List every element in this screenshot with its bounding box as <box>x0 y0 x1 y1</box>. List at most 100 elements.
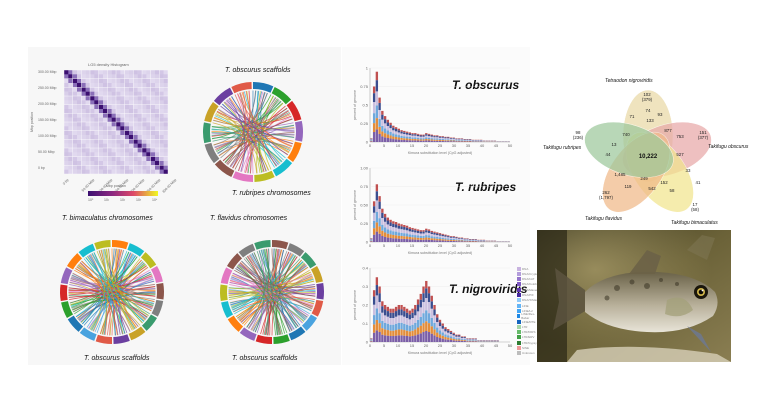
bar-segment <box>469 340 472 342</box>
bar-segment <box>405 308 409 313</box>
hic-cell <box>77 100 82 105</box>
hic-cell <box>98 96 104 101</box>
bar-segment <box>378 226 381 234</box>
hic-cell <box>159 130 164 136</box>
hic-cell <box>94 122 99 127</box>
hic-cell <box>94 91 99 97</box>
hic-cell <box>81 70 86 75</box>
y-axis-label: percent of genome <box>353 90 357 120</box>
hic-cell <box>137 113 143 118</box>
bar-segment <box>386 138 390 142</box>
hic-cell <box>150 169 156 174</box>
bar-segment <box>441 136 444 137</box>
hic-cell <box>85 100 91 105</box>
venn-count-label: 41 <box>696 180 701 185</box>
bar-segment <box>403 138 406 141</box>
bar-segment <box>460 138 464 140</box>
hic-ytick-label: 100.00 Mbp <box>38 134 57 138</box>
bar-segment <box>425 321 428 332</box>
bar-segment <box>370 139 373 141</box>
hic-cell <box>146 148 151 153</box>
legend-item: DNA/TcMar <box>517 298 537 303</box>
hic-cell <box>159 169 164 174</box>
hic-cell <box>72 165 78 170</box>
bar-segment <box>394 136 398 140</box>
hic-cell <box>146 126 151 131</box>
hic-cell <box>107 109 112 114</box>
bar-segment <box>460 141 464 142</box>
bar-segment <box>383 133 387 138</box>
bar-segment <box>386 237 390 242</box>
circos-link <box>74 269 155 302</box>
venn-count-label: 102 <box>643 92 651 97</box>
hic-cell <box>116 169 121 174</box>
bar-segment <box>400 133 403 136</box>
bar-segment <box>466 141 469 142</box>
legend-item: LTR <box>517 324 527 329</box>
hic-cell <box>94 135 99 140</box>
bar-segment <box>411 227 414 230</box>
bar-segment <box>438 136 442 138</box>
bar-segment <box>474 339 477 341</box>
bar-segment <box>452 340 455 342</box>
legend-item: DNA/PIF <box>517 293 534 298</box>
bar-segment <box>370 240 373 241</box>
bar-segment <box>411 135 414 138</box>
bar-segment <box>455 338 458 340</box>
hic-cell <box>129 78 134 84</box>
circos-link <box>72 273 131 332</box>
circos-segment <box>141 314 158 331</box>
legend-item: DNA/Kolobok <box>517 282 540 287</box>
venn-count-label: 262 <box>602 190 610 195</box>
bar-segment <box>438 338 442 342</box>
bar-segment <box>425 134 428 136</box>
hic-cell <box>90 156 95 162</box>
hic-cell <box>133 104 138 110</box>
bar-segment <box>438 237 442 239</box>
bar-segment <box>449 138 453 139</box>
x-axis-label: Kimura substitution level (CpG adjusted) <box>408 151 472 155</box>
hic-cell <box>159 165 164 170</box>
bar-segment <box>458 241 461 242</box>
hic-cell <box>90 130 95 136</box>
hic-cell <box>163 165 168 170</box>
hic-cell <box>120 87 125 92</box>
hic-cell <box>103 122 108 127</box>
hic-cell <box>163 156 168 162</box>
colorbar-tick-label: 10³ <box>136 198 142 202</box>
bar-segment <box>436 314 439 318</box>
venn-count-label: 151 <box>699 130 707 135</box>
hic-cell <box>85 113 91 118</box>
hic-cell <box>103 143 108 149</box>
legend-label: DNA <box>522 266 529 271</box>
bar-segment <box>381 224 384 231</box>
circos-link <box>226 91 247 165</box>
circos-plot-bimaculatus <box>60 240 164 344</box>
bar-segment <box>383 322 387 330</box>
bar-segment <box>416 137 420 140</box>
hic-cell <box>90 91 95 97</box>
bar-segment <box>444 235 447 237</box>
hic-cell <box>142 83 147 88</box>
bar-segment <box>430 232 433 235</box>
bar-segment <box>430 234 433 237</box>
bar-segment <box>458 340 461 342</box>
bar-segment <box>449 138 453 140</box>
hic-cell <box>94 83 99 88</box>
bar-segment <box>466 341 469 342</box>
bar-segment <box>449 336 453 339</box>
hic-cell <box>107 126 112 131</box>
bar-segment <box>394 127 398 129</box>
hic-cell <box>94 117 99 123</box>
hic-cell <box>103 148 108 153</box>
hic-cell <box>85 139 91 144</box>
bar-segment <box>400 305 403 310</box>
circos-segment <box>239 327 257 341</box>
bar-segment <box>438 326 442 331</box>
bar-segment <box>405 324 409 331</box>
hic-xtick-label: 0 bp <box>61 178 70 186</box>
hic-cell <box>159 70 164 75</box>
legend-item: LTR/Gypsy <box>517 340 537 345</box>
bar-segment <box>433 136 436 138</box>
hic-cell <box>155 169 160 174</box>
